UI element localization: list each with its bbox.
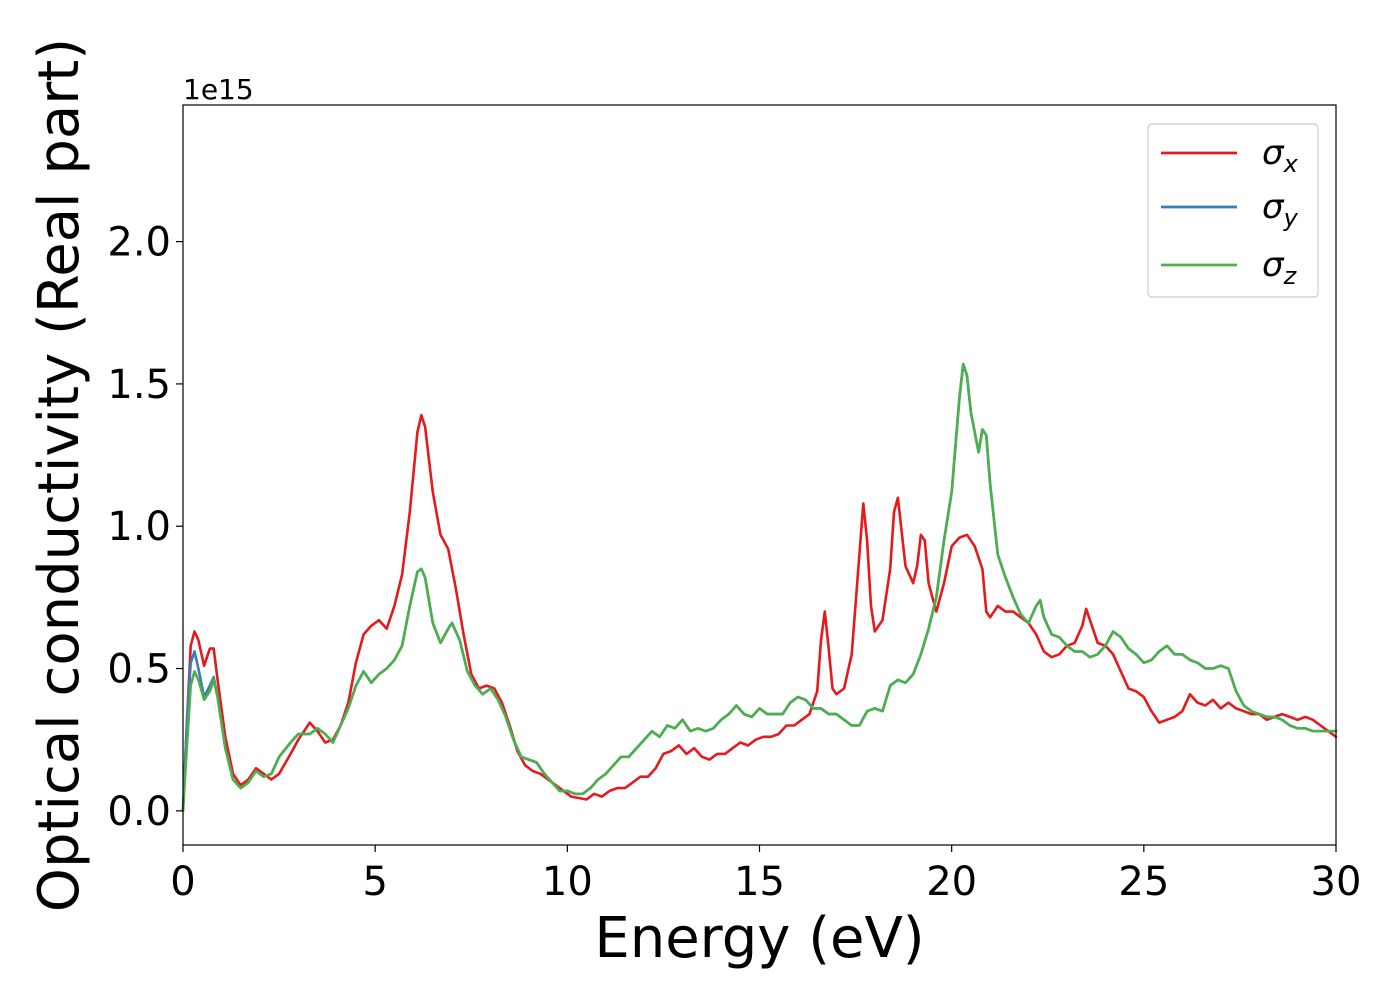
x-tick-label: 30 <box>1311 859 1362 905</box>
y-axis-label: Optical conductivity (Real part) <box>27 38 92 912</box>
plot-background <box>183 105 1336 845</box>
series-layer <box>181 362 1338 813</box>
legend-frame <box>1147 123 1319 298</box>
y-offset-text: 1e15 <box>183 73 254 106</box>
x-tick-label: 10 <box>542 859 593 905</box>
series-line-z <box>181 362 1338 813</box>
x-axis-label: Energy (eV) <box>594 906 924 971</box>
x-axis: 0 5 10 15 20 25 30 <box>170 845 1361 905</box>
x-tick-label: 20 <box>926 859 977 905</box>
y-tick-label: 0.0 <box>107 789 171 835</box>
x-tick-label: 5 <box>362 859 387 905</box>
series-line-x <box>181 413 1338 813</box>
y-tick-label: 0.5 <box>107 647 171 693</box>
x-tick-label: 0 <box>170 859 195 905</box>
y-tick-label: 1.0 <box>107 504 171 550</box>
x-tick-label: 25 <box>1118 859 1169 905</box>
y-axis: 0.0 0.5 1.0 1.5 2.0 <box>107 220 183 835</box>
x-tick-label: 15 <box>734 859 785 905</box>
y-tick-label: 2.0 <box>107 220 171 266</box>
y-tick-label: 1.5 <box>107 362 171 408</box>
